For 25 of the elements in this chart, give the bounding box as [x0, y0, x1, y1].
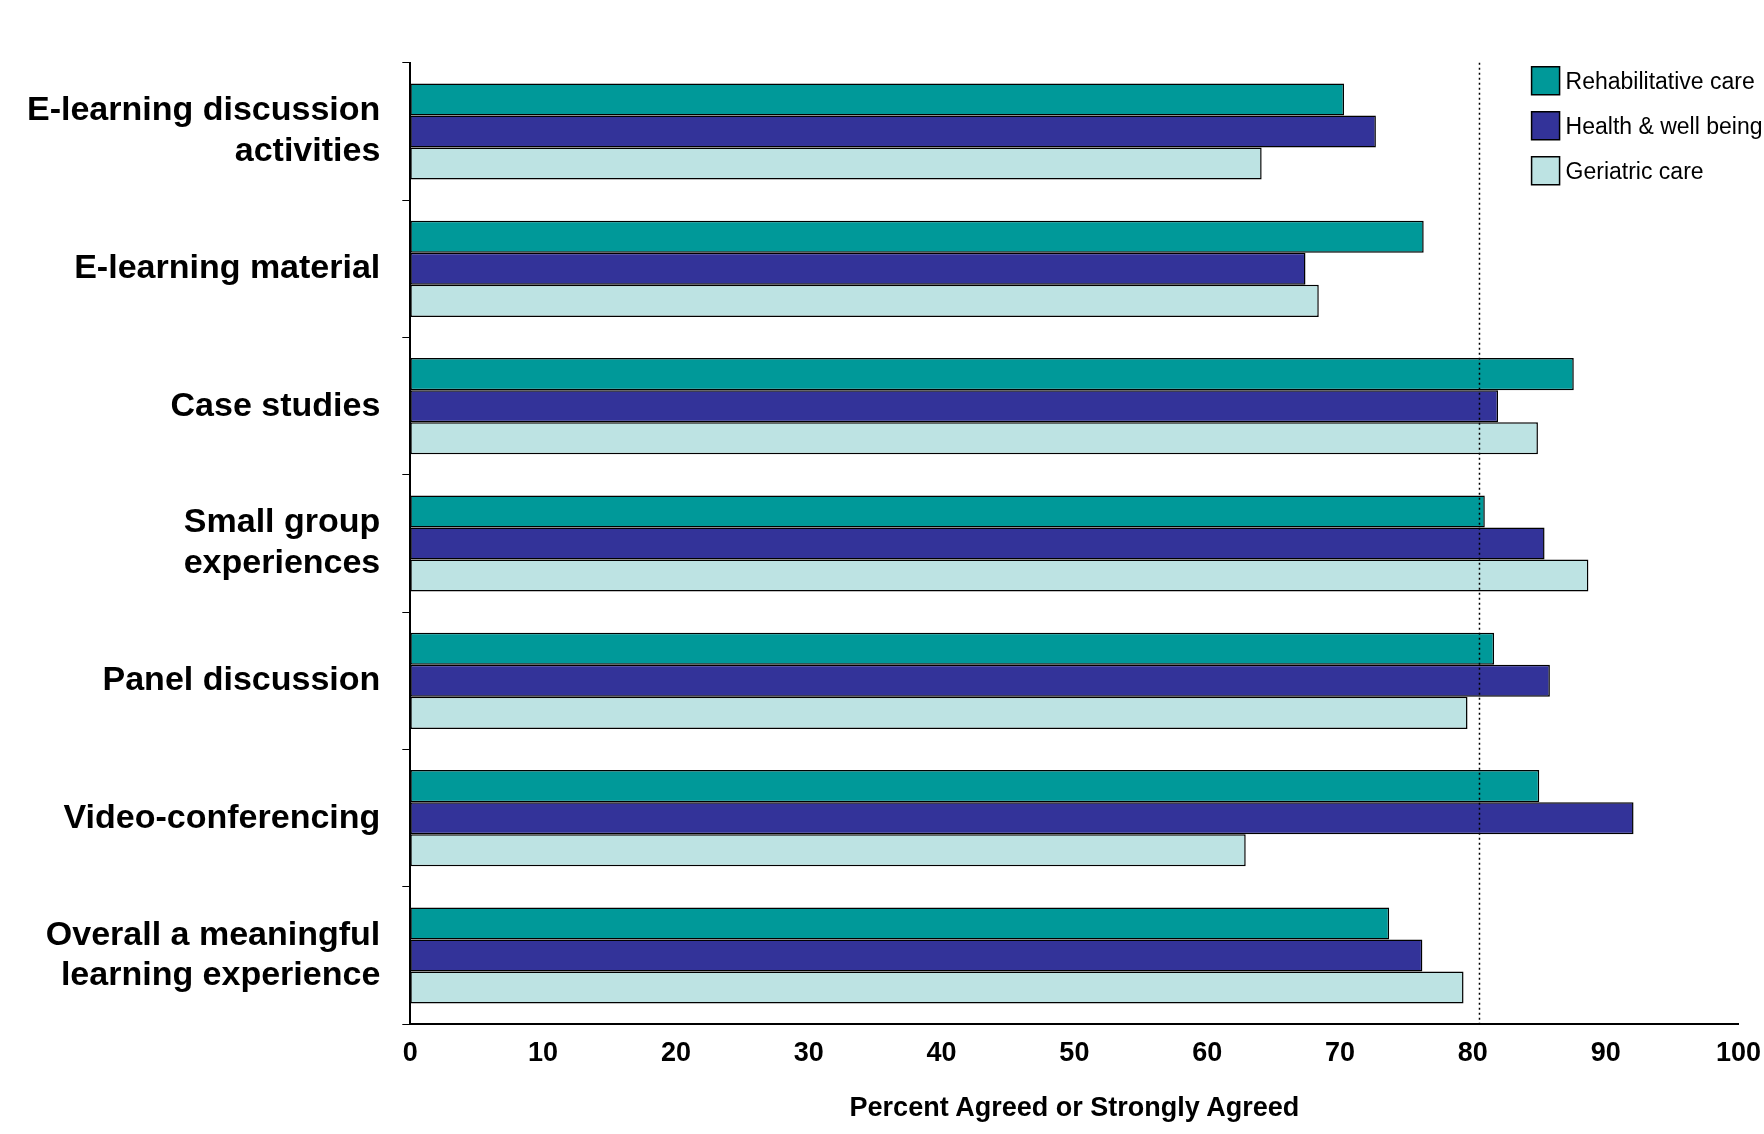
- legend-label: Rehabilitative care: [1565, 68, 1755, 95]
- x-tick-label: 20: [660, 1036, 691, 1067]
- x-axis-title: Percent Agreed or Strongly Agreed: [849, 1092, 1300, 1123]
- x-tick-label: 40: [926, 1036, 957, 1067]
- category-label: E-learning discussion: [26, 89, 381, 128]
- x-tick-label: 30: [793, 1036, 824, 1067]
- x-tick-label: 80: [1457, 1036, 1488, 1067]
- y-tick-label: E-learning material: [74, 247, 381, 286]
- x-tick-label: 70: [1325, 1036, 1356, 1067]
- y-tick-label: Video-conferencing: [63, 796, 381, 835]
- x-tick-label: 90: [1590, 1036, 1621, 1067]
- x-tick-label: 10: [528, 1036, 559, 1067]
- y-tick-label: Case studies: [170, 384, 381, 423]
- x-tick-label: 0: [402, 1036, 418, 1067]
- legend-label: Health & well being: [1565, 113, 1763, 140]
- x-tick-label: 100: [1715, 1036, 1762, 1067]
- legend-label: Geriatric care: [1565, 158, 1704, 185]
- x-tick-label: 60: [1192, 1036, 1223, 1067]
- x-tick-label: 50: [1059, 1036, 1090, 1067]
- category-label: Overall a meaningful: [45, 913, 381, 952]
- category-label: activities: [234, 130, 381, 169]
- y-tick-label: Panel discussion: [102, 659, 381, 698]
- category-label: Small group: [183, 501, 381, 540]
- category-label: learning experience: [60, 954, 381, 993]
- category-label: experiences: [183, 542, 381, 581]
